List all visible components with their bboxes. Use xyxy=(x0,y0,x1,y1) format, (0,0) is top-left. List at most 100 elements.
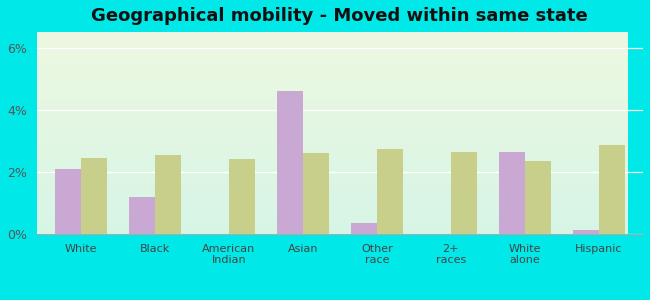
Bar xyxy=(36,113,629,115)
Bar xyxy=(451,152,476,234)
Bar xyxy=(36,149,629,151)
Bar xyxy=(36,125,629,127)
Bar xyxy=(36,34,629,36)
Bar xyxy=(36,202,629,204)
Bar xyxy=(36,196,629,198)
Bar xyxy=(36,147,629,149)
Bar xyxy=(36,38,629,40)
Bar xyxy=(36,145,629,147)
Bar xyxy=(36,109,629,111)
Bar xyxy=(36,176,629,178)
Bar xyxy=(36,68,629,70)
Bar xyxy=(36,66,629,68)
Bar xyxy=(36,76,629,79)
Bar xyxy=(36,97,629,99)
Bar xyxy=(129,197,155,234)
Bar xyxy=(36,54,629,56)
Bar xyxy=(36,135,629,137)
Bar xyxy=(36,178,629,179)
Bar xyxy=(36,93,629,95)
Bar xyxy=(36,103,629,105)
Bar xyxy=(36,91,629,93)
Bar xyxy=(36,200,629,202)
Bar xyxy=(36,163,629,165)
Bar xyxy=(36,111,629,113)
Bar xyxy=(303,153,329,234)
Bar xyxy=(36,157,629,159)
Bar xyxy=(36,88,629,91)
Bar xyxy=(36,204,629,206)
Bar xyxy=(36,179,629,182)
Bar xyxy=(36,131,629,133)
Bar xyxy=(36,210,629,212)
Bar xyxy=(36,95,629,97)
Bar xyxy=(36,218,629,220)
Bar xyxy=(36,188,629,190)
Bar xyxy=(36,60,629,62)
Bar xyxy=(36,198,629,200)
Bar xyxy=(36,117,629,119)
Bar xyxy=(36,153,629,155)
Bar xyxy=(36,70,629,72)
Bar xyxy=(36,228,629,230)
Bar xyxy=(36,105,629,107)
Bar xyxy=(36,161,629,163)
Bar xyxy=(36,155,629,157)
Bar xyxy=(36,85,629,87)
Bar xyxy=(36,46,629,48)
Bar xyxy=(36,101,629,103)
Bar xyxy=(36,232,629,234)
Bar xyxy=(36,182,629,184)
Bar xyxy=(36,137,629,139)
Bar xyxy=(36,50,629,52)
Bar xyxy=(573,230,599,234)
Bar xyxy=(36,171,629,173)
Bar xyxy=(36,123,629,125)
Bar xyxy=(36,167,629,169)
Bar xyxy=(36,143,629,145)
Bar xyxy=(36,185,629,188)
Bar xyxy=(36,139,629,141)
Bar xyxy=(36,79,629,80)
Bar xyxy=(36,115,629,117)
Bar xyxy=(36,224,629,226)
Bar xyxy=(351,223,377,234)
Bar xyxy=(36,216,629,218)
Bar xyxy=(36,190,629,192)
Bar xyxy=(36,62,629,64)
Bar xyxy=(36,42,629,44)
Bar xyxy=(277,91,303,234)
Bar xyxy=(36,36,629,38)
Bar xyxy=(36,87,629,88)
Bar xyxy=(36,165,629,167)
Bar xyxy=(55,169,81,234)
Bar xyxy=(36,214,629,216)
Bar xyxy=(499,152,525,234)
Bar xyxy=(36,107,629,109)
Bar xyxy=(36,48,629,50)
Bar xyxy=(81,158,107,234)
Bar xyxy=(36,208,629,210)
Bar xyxy=(36,206,629,208)
Bar xyxy=(36,80,629,83)
Bar xyxy=(36,99,629,101)
Bar xyxy=(36,133,629,135)
Bar xyxy=(36,226,629,228)
Bar xyxy=(36,184,629,185)
Bar xyxy=(36,141,629,143)
Bar xyxy=(36,222,629,224)
Bar xyxy=(525,161,551,234)
Bar xyxy=(36,173,629,175)
Bar xyxy=(599,146,625,234)
Bar xyxy=(36,40,629,42)
Bar xyxy=(36,192,629,194)
Bar xyxy=(36,121,629,123)
Bar xyxy=(36,56,629,58)
Bar xyxy=(36,74,629,77)
Bar xyxy=(36,44,629,46)
Bar xyxy=(36,159,629,161)
Bar xyxy=(36,64,629,66)
Bar xyxy=(36,82,629,85)
Title: Geographical mobility - Moved within same state: Geographical mobility - Moved within sam… xyxy=(92,7,588,25)
Bar xyxy=(36,119,629,121)
